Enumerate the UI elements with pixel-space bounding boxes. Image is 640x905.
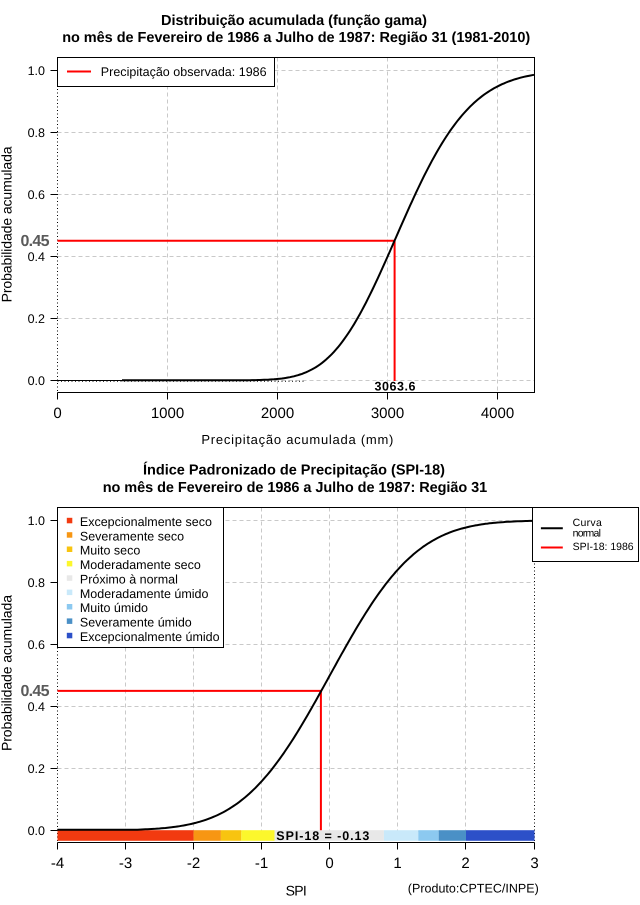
svg-text:0: 0 (325, 855, 333, 872)
svg-text:1000: 1000 (151, 405, 184, 422)
svg-text:1: 1 (393, 855, 401, 872)
svg-text:3063.6: 3063.6 (375, 380, 416, 394)
svg-text:Precipitação acumulada (mm): Precipitação acumulada (mm) (201, 432, 393, 447)
svg-text:Muito úmido: Muito úmido (80, 601, 148, 615)
svg-text:Excepcionalmente seco: Excepcionalmente seco (80, 515, 212, 529)
svg-text:Distribuição acumulada (função: Distribuição acumulada (função gama) (161, 13, 427, 29)
svg-text:normal: normal (573, 527, 601, 539)
svg-text:Muito seco: Muito seco (80, 544, 140, 558)
svg-text:3000: 3000 (371, 405, 404, 422)
svg-text:0.0: 0.0 (28, 824, 45, 838)
svg-text:Precipitação observada: 1986: Precipitação observada: 1986 (101, 65, 267, 79)
svg-text:0.6: 0.6 (28, 188, 45, 202)
svg-text:SPI-18: 1986: SPI-18: 1986 (573, 541, 634, 553)
svg-text:0.0: 0.0 (28, 374, 45, 388)
svg-text:0.45: 0.45 (21, 233, 50, 250)
svg-text:-3: -3 (119, 855, 132, 872)
svg-text:SPI-18 = -0.13: SPI-18 = -0.13 (276, 829, 369, 843)
svg-text:Próximo à normal: Próximo à normal (80, 573, 178, 587)
svg-text:SPI: SPI (286, 883, 307, 899)
svg-text:0.4: 0.4 (28, 250, 45, 264)
svg-text:Probabilidade acumulada: Probabilidade acumulada (0, 146, 14, 302)
svg-text:2: 2 (461, 855, 469, 872)
svg-text:Severamente úmido: Severamente úmido (80, 616, 192, 630)
svg-text:0.45: 0.45 (21, 683, 50, 700)
svg-text:3: 3 (530, 855, 538, 872)
svg-text:Moderadamente úmido: Moderadamente úmido (80, 587, 209, 601)
svg-text:Severamente seco: Severamente seco (80, 529, 184, 543)
svg-text:4000: 4000 (481, 405, 514, 422)
svg-text:Índice Padronizado de Precipit: Índice Padronizado de Precipitação (SPI-… (143, 461, 445, 478)
svg-text:0.2: 0.2 (28, 762, 45, 776)
svg-text:-2: -2 (187, 855, 200, 872)
svg-text:1.0: 1.0 (28, 64, 45, 78)
svg-text:2000: 2000 (261, 405, 294, 422)
svg-text:Curva: Curva (573, 517, 602, 529)
svg-text:0: 0 (53, 405, 61, 422)
svg-text:no mês de Fevereiro de 1986 a: no mês de Fevereiro de 1986 a Julho de 1… (103, 480, 488, 496)
svg-text:0.4: 0.4 (28, 700, 45, 714)
svg-text:Probabilidade acumulada: Probabilidade acumulada (0, 595, 14, 751)
svg-text:-1: -1 (255, 855, 268, 872)
svg-text:1.0: 1.0 (28, 514, 45, 528)
svg-text:0.8: 0.8 (28, 576, 45, 590)
svg-text:0.6: 0.6 (28, 638, 45, 652)
svg-text:0.8: 0.8 (28, 126, 45, 140)
svg-text:(Produto:CPTEC/INPE): (Produto:CPTEC/INPE) (408, 882, 539, 896)
svg-text:no mês de Fevereiro de 1986 a: no mês de Fevereiro de 1986 a Julho de 1… (62, 30, 530, 46)
svg-text:Moderadamente seco: Moderadamente seco (80, 558, 201, 572)
svg-text:Excepcionalmente úmido: Excepcionalmente úmido (80, 630, 220, 644)
svg-text:-4: -4 (51, 855, 64, 872)
svg-text:0.2: 0.2 (28, 312, 45, 326)
